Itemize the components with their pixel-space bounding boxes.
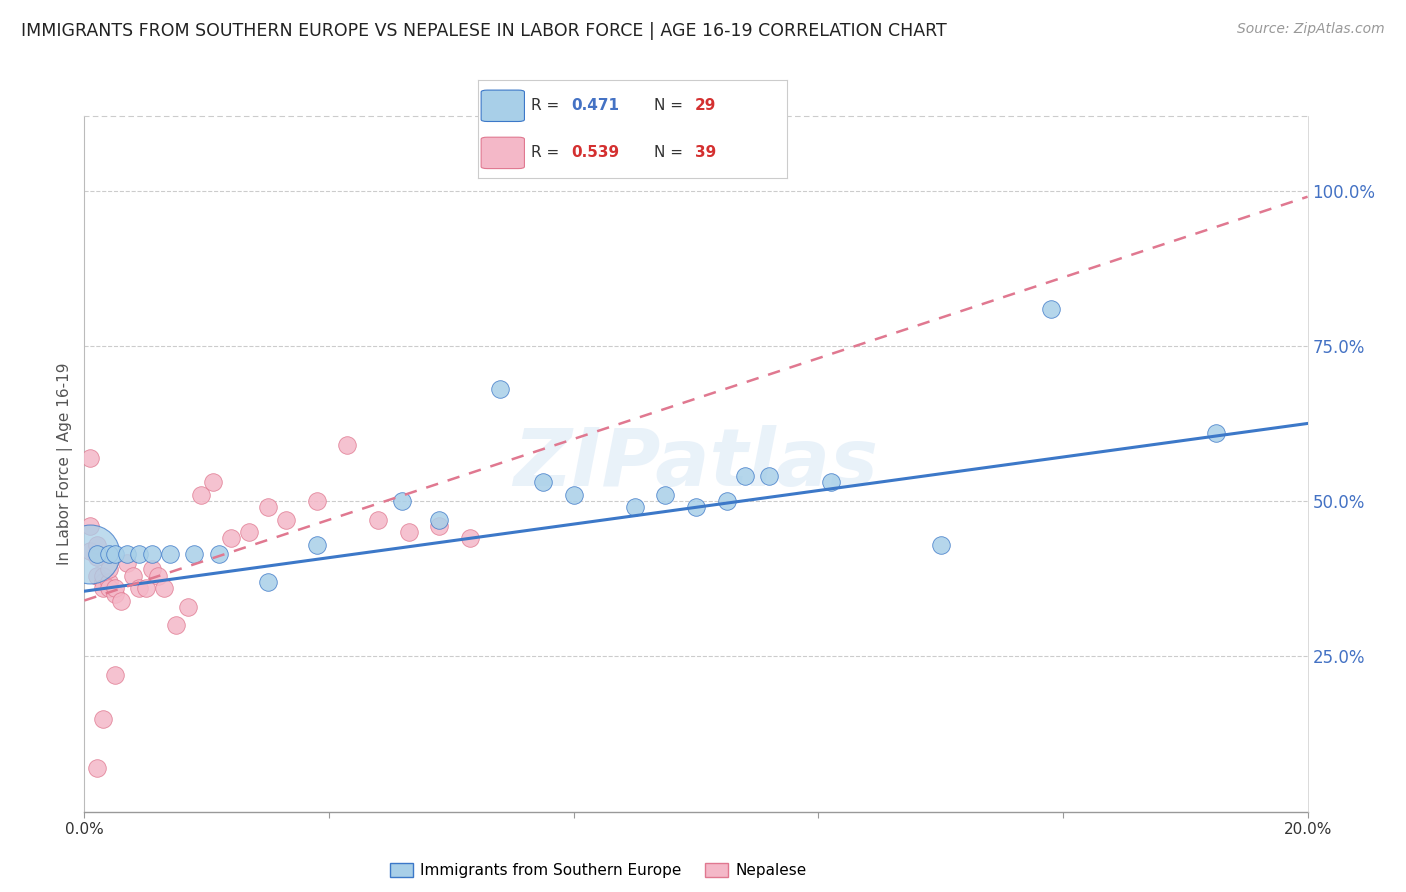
Point bbox=[97, 547, 120, 561]
Point bbox=[79, 547, 101, 561]
Point bbox=[122, 568, 145, 582]
Point bbox=[820, 475, 842, 490]
Point bbox=[624, 500, 647, 515]
Text: N =: N = bbox=[654, 98, 688, 113]
Point bbox=[86, 761, 108, 775]
Text: R =: R = bbox=[530, 145, 564, 161]
Point bbox=[201, 475, 224, 490]
Point bbox=[305, 538, 328, 552]
Text: 29: 29 bbox=[695, 98, 716, 113]
Text: 0.471: 0.471 bbox=[571, 98, 619, 113]
FancyBboxPatch shape bbox=[481, 90, 524, 121]
Point bbox=[91, 581, 114, 595]
Text: R =: R = bbox=[530, 98, 564, 113]
Legend: Immigrants from Southern Europe, Nepalese: Immigrants from Southern Europe, Nepales… bbox=[384, 857, 813, 884]
Point bbox=[79, 519, 101, 533]
Point bbox=[115, 547, 138, 561]
Point bbox=[1205, 425, 1227, 440]
Point bbox=[427, 519, 450, 533]
Point bbox=[276, 513, 298, 527]
Point bbox=[104, 547, 127, 561]
Point bbox=[115, 556, 138, 570]
Point bbox=[190, 488, 212, 502]
Point bbox=[97, 581, 120, 595]
Point bbox=[128, 547, 150, 561]
FancyBboxPatch shape bbox=[481, 137, 524, 169]
Point bbox=[391, 494, 413, 508]
Point bbox=[758, 469, 780, 483]
Point bbox=[86, 549, 108, 564]
Point bbox=[104, 587, 127, 601]
Point bbox=[367, 513, 389, 527]
Text: ZIPatlas: ZIPatlas bbox=[513, 425, 879, 503]
Point bbox=[458, 532, 481, 546]
Text: Source: ZipAtlas.com: Source: ZipAtlas.com bbox=[1237, 22, 1385, 37]
Point bbox=[141, 562, 163, 576]
Point bbox=[79, 544, 101, 558]
Point bbox=[86, 568, 108, 582]
Point bbox=[86, 538, 108, 552]
Point bbox=[685, 500, 707, 515]
Text: 0.539: 0.539 bbox=[571, 145, 619, 161]
Point bbox=[135, 581, 157, 595]
Point bbox=[257, 500, 280, 515]
Point bbox=[97, 574, 120, 589]
Point bbox=[91, 712, 114, 726]
Text: IMMIGRANTS FROM SOUTHERN EUROPE VS NEPALESE IN LABOR FORCE | AGE 16-19 CORRELATI: IMMIGRANTS FROM SOUTHERN EUROPE VS NEPAL… bbox=[21, 22, 946, 40]
Point bbox=[86, 547, 108, 561]
Point bbox=[91, 568, 114, 582]
Point bbox=[398, 525, 420, 540]
Point bbox=[929, 538, 952, 552]
Point bbox=[177, 599, 200, 614]
Point bbox=[531, 475, 554, 490]
Point bbox=[153, 581, 176, 595]
Point bbox=[257, 574, 280, 589]
Point bbox=[562, 488, 585, 502]
Text: 39: 39 bbox=[695, 145, 716, 161]
Point bbox=[734, 469, 756, 483]
Point bbox=[104, 668, 127, 682]
Point bbox=[654, 488, 676, 502]
Point bbox=[128, 581, 150, 595]
Point bbox=[489, 382, 512, 396]
Point bbox=[427, 513, 450, 527]
Point bbox=[97, 562, 120, 576]
Point bbox=[159, 547, 181, 561]
Point bbox=[183, 547, 205, 561]
Point bbox=[104, 581, 127, 595]
Text: N =: N = bbox=[654, 145, 688, 161]
Point bbox=[146, 568, 169, 582]
Point bbox=[208, 547, 231, 561]
Y-axis label: In Labor Force | Age 16-19: In Labor Force | Age 16-19 bbox=[58, 362, 73, 566]
Point bbox=[716, 494, 738, 508]
Point bbox=[79, 450, 101, 465]
Point bbox=[110, 593, 132, 607]
Point bbox=[91, 574, 114, 589]
Point bbox=[238, 525, 260, 540]
Point bbox=[141, 547, 163, 561]
Point bbox=[1039, 301, 1062, 316]
Point bbox=[165, 618, 187, 632]
Point bbox=[336, 438, 359, 452]
Point bbox=[219, 532, 242, 546]
Point bbox=[305, 494, 328, 508]
